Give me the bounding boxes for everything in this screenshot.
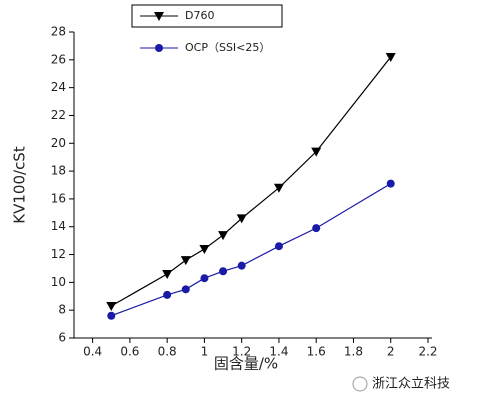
x-tick-label: 1: [201, 345, 209, 359]
y-tick-label: 16: [51, 191, 66, 205]
point: [311, 147, 322, 157]
point: [200, 274, 209, 283]
x-tick-label: 1.2: [232, 345, 251, 359]
point: [162, 270, 173, 280]
legend-marker: [155, 44, 163, 52]
y-axis-label: KV100/cSt: [11, 146, 29, 224]
x-axis-label: 固含量/%: [214, 355, 278, 373]
y-tick-label: 22: [51, 108, 66, 122]
legend-label: OCP（SSI<25）: [185, 41, 270, 54]
y-tick-label: 28: [51, 25, 66, 39]
y-tick-label: 18: [51, 164, 66, 178]
x-tick-label: 2: [387, 345, 395, 359]
y-tick-label: 10: [51, 275, 66, 289]
x-tick-label: 1.6: [307, 345, 326, 359]
x-tick-label: 1.4: [269, 345, 288, 359]
y-tick-label: 8: [58, 303, 66, 317]
x-tick-label: 0.4: [83, 345, 102, 359]
point: [386, 179, 395, 188]
watermark-icon: [352, 376, 368, 392]
point: [199, 244, 210, 254]
point: [385, 53, 396, 63]
y-tick-label: 6: [58, 331, 66, 345]
point: [180, 256, 191, 266]
point: [273, 183, 284, 193]
point: [106, 302, 117, 312]
legend-marker: [154, 12, 164, 21]
x-tick-label: 1.8: [344, 345, 363, 359]
point: [107, 311, 116, 320]
y-tick-label: 12: [51, 247, 66, 261]
point: [163, 290, 172, 299]
point: [274, 242, 283, 251]
point: [236, 214, 247, 224]
watermark: 浙江众立科技: [372, 377, 450, 392]
series-line: [110, 56, 392, 307]
x-tick-label: 0.8: [158, 345, 177, 359]
point: [312, 224, 321, 233]
legend-box: [131, 4, 283, 28]
y-tick-label: 20: [51, 136, 66, 150]
y-tick-label: 14: [51, 219, 66, 233]
legend-label: D760: [185, 9, 214, 22]
y-tick-label: 24: [51, 80, 66, 94]
point: [218, 231, 229, 241]
point: [219, 267, 228, 276]
point: [181, 285, 190, 294]
y-tick-label: 26: [51, 52, 66, 66]
series-line: [111, 183, 392, 317]
x-tick-label: 2.2: [418, 345, 437, 359]
x-tick-label: 0.6: [120, 345, 139, 359]
point: [237, 261, 246, 270]
